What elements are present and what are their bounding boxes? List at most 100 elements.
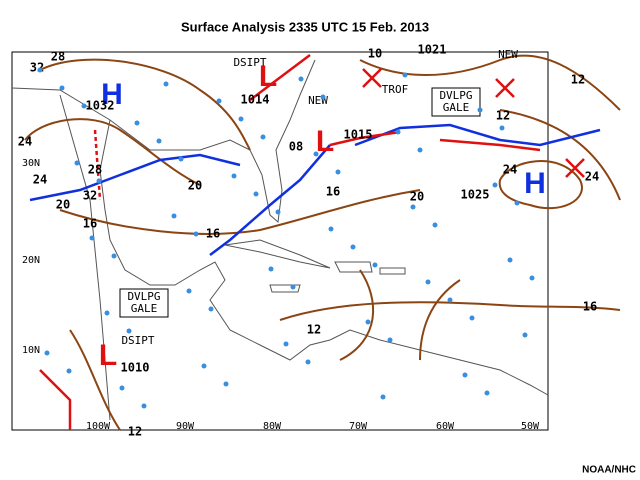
annotation: NEW [498, 48, 518, 61]
station-dot [469, 315, 475, 321]
annotation: DSIPT [121, 334, 154, 347]
station-dot [380, 394, 386, 400]
isobar-label: 28 [88, 163, 102, 177]
station-dot [387, 337, 393, 343]
station-dot [522, 332, 528, 338]
station-dot [335, 169, 341, 175]
station-dot [44, 350, 50, 356]
isobar-label: 20 [188, 179, 202, 193]
station-dot [350, 244, 356, 250]
pressure-center-symbol: H [101, 78, 123, 111]
gale-label: GALE [131, 302, 158, 315]
longitude-label: 50W [521, 421, 540, 432]
station-dot [74, 160, 80, 166]
isobar-label: 10 [368, 47, 382, 61]
station-dot [171, 213, 177, 219]
isobar-label: 24 [18, 135, 32, 149]
station-dot [216, 98, 222, 104]
station-dot [507, 257, 513, 263]
station-dot [432, 222, 438, 228]
pressure-center-value: 1014 [241, 93, 270, 107]
isobar-label: 12 [571, 73, 585, 87]
station-dot [372, 262, 378, 268]
station-dot [298, 76, 304, 82]
station-dot [499, 125, 505, 131]
station-dot [156, 138, 162, 144]
longitude-label: 70W [349, 421, 368, 432]
isobar-label: 24 [503, 163, 517, 177]
station-dot [320, 94, 326, 100]
isobar-label: 12 [307, 323, 321, 337]
station-dot [417, 147, 423, 153]
annotation: DSIPT [233, 56, 266, 69]
longitude-label: 90W [176, 421, 195, 432]
station-dot [163, 81, 169, 87]
pressure-center-value: 1032 [86, 99, 115, 113]
station-dot [201, 363, 207, 369]
isobar-label: 32 [30, 61, 44, 75]
station-dot [186, 288, 192, 294]
station-dot [238, 116, 244, 122]
station-dot [81, 103, 87, 109]
isobar-label: 24 [33, 173, 47, 187]
fronts [29, 54, 601, 430]
isobar-label: 16 [583, 300, 597, 314]
pressure-center-symbol: L [259, 60, 277, 93]
station-dot [492, 182, 498, 188]
station-dot [484, 390, 490, 396]
station-dot [134, 120, 140, 126]
pressure-center-symbol: L [316, 125, 334, 158]
isobar-label: 20 [56, 198, 70, 212]
station-dot [96, 178, 102, 184]
gale-label: GALE [443, 101, 470, 114]
station-dot [268, 266, 274, 272]
annotation: TROF [382, 83, 409, 96]
pressure-center-value: 1015 [344, 128, 373, 142]
station-dot [477, 107, 483, 113]
low-track-x [565, 158, 585, 178]
gale-label: DVLPG [439, 89, 472, 102]
gale-box [431, 87, 481, 117]
station-dot [402, 72, 408, 78]
isobar-label: 12 [128, 425, 142, 439]
station-dot [111, 253, 117, 259]
station-dot [66, 368, 72, 374]
longitude-label: 60W [436, 421, 455, 432]
station-dot [223, 381, 229, 387]
station-dot [193, 231, 199, 237]
pressure-center-symbol: L [99, 339, 117, 372]
station-dot [425, 279, 431, 285]
gale-box [119, 288, 169, 318]
latitude-label: 10N [22, 345, 40, 356]
isobars [24, 54, 621, 431]
credit: NOAA/NHC [582, 465, 636, 476]
isobar-label: 20 [410, 190, 424, 204]
coastlines [11, 59, 549, 421]
station-dot [126, 328, 132, 334]
pressure-center-symbol: H [524, 167, 546, 200]
station-dot [208, 306, 214, 312]
station-dot [529, 275, 535, 281]
isobar-label: 16 [326, 185, 340, 199]
station-dot [119, 385, 125, 391]
station-dot [89, 235, 95, 241]
station-dot [410, 204, 416, 210]
station-dot [290, 284, 296, 290]
latitude-label: 30N [22, 158, 40, 169]
station-dot [231, 173, 237, 179]
station-dot [447, 297, 453, 303]
station-dot [328, 226, 334, 232]
station-dot [313, 151, 319, 157]
isobar-label: 12 [496, 109, 510, 123]
isobar-label: 24 [585, 170, 599, 184]
station-dot [305, 359, 311, 365]
station-dot [178, 156, 184, 162]
isobar-label: 16 [206, 227, 220, 241]
station-dot [462, 372, 468, 378]
latitude-label: 20N [22, 255, 40, 266]
station-dot [365, 319, 371, 325]
station-dot [104, 310, 110, 316]
station-dot [275, 209, 281, 215]
station-dot [395, 129, 401, 135]
